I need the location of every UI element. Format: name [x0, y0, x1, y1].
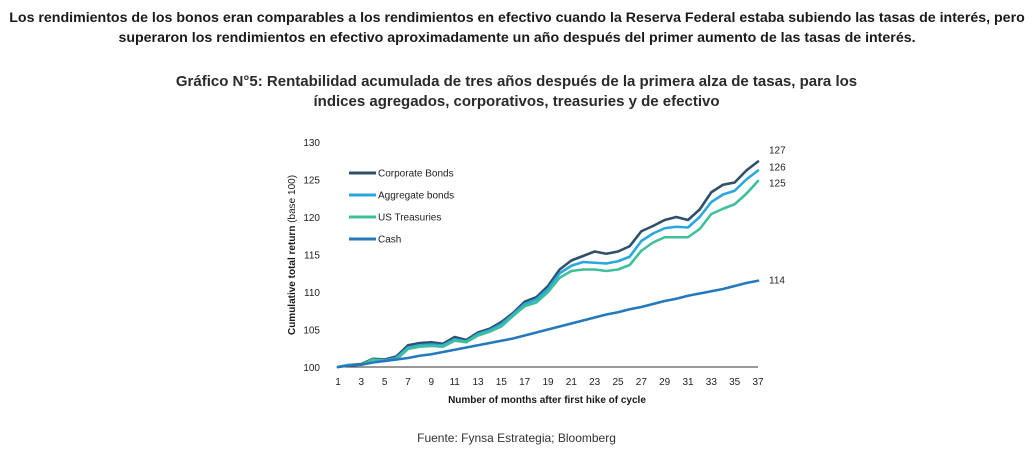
legend-label: Corporate Bonds [378, 169, 454, 180]
x-tick-label: 9 [429, 377, 435, 388]
legend-label: Cash [378, 235, 401, 246]
end-value-label: 125 [769, 179, 786, 190]
y-tick-label: 130 [303, 138, 320, 149]
y-axis-label: Cumulative total return (base 100) [287, 175, 298, 335]
end-labels: 127 126 125 114 [769, 146, 786, 287]
y-axis-label-suffix: (base 100) [287, 175, 298, 226]
headline: Los rendimientos de los bonos eran compa… [9, 10, 1025, 46]
y-tick-label: 125 [303, 176, 320, 187]
x-tick-label: 13 [472, 377, 484, 388]
series-line-aggregate-bonds [336, 169, 760, 369]
x-tick-label: 17 [519, 377, 531, 388]
x-tick-label: 27 [636, 377, 648, 388]
x-tick-label: 19 [542, 377, 554, 388]
x-tick-label: 11 [449, 377, 460, 388]
x-axis-label: Number of months after first hike of cyc… [448, 395, 646, 406]
x-tick-label: 31 [682, 377, 694, 388]
x-tick-label: 23 [589, 377, 601, 388]
x-tick-label: 33 [706, 377, 718, 388]
series-lines [336, 160, 760, 369]
x-tick-label: 29 [659, 377, 671, 388]
x-tick-label: 7 [405, 377, 411, 388]
x-tick-label: 37 [752, 377, 764, 388]
legend-label: Aggregate bonds [378, 191, 454, 202]
x-tick-label: 3 [359, 377, 365, 388]
series-line-corporate-bonds [336, 160, 760, 369]
source-note: Fuente: Fynsa Estrategia; Bloomberg [417, 431, 616, 445]
x-tick-label: 15 [496, 377, 508, 388]
x-tick-label: 25 [612, 377, 624, 388]
series-line-cash [336, 279, 760, 369]
end-value-label: 126 [769, 163, 786, 174]
y-tick-label: 120 [303, 213, 320, 224]
end-value-label: 114 [769, 276, 785, 287]
y-axis-ticks: 100 105 110 115 120 125 130 [303, 138, 320, 374]
x-tick-label: 1 [335, 377, 341, 388]
y-tick-label: 115 [304, 251, 320, 262]
legend-label: US Treasuries [378, 213, 441, 224]
y-tick-label: 100 [303, 363, 320, 374]
legend: Corporate Bonds Aggregate bonds US Treasur… [349, 169, 454, 246]
x-axis-ticks: 1 3 5 7 9 11 13 15 17 19 21 23 25 27 29 31 33 35 37 [335, 377, 764, 388]
y-tick-label: 105 [303, 326, 320, 337]
y-axis-label-main: Cumulative total return [287, 226, 298, 335]
y-tick-label: 110 [304, 288, 320, 299]
chart-title: Gráfico N°5: Rentabilidad acumulada de t… [175, 73, 858, 110]
x-tick-label: 5 [382, 377, 388, 388]
series-line-us-treasuries [336, 179, 760, 369]
x-tick-label: 21 [566, 377, 578, 388]
x-tick-label: 35 [729, 377, 741, 388]
end-value-label: 127 [769, 146, 786, 157]
